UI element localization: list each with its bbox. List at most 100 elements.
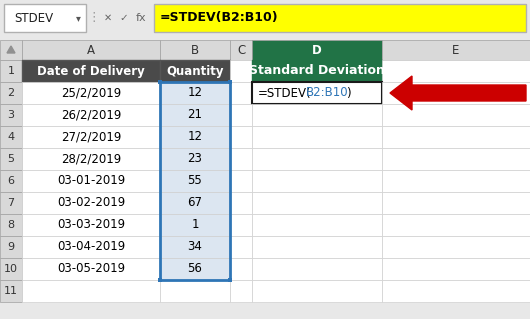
Bar [0,104,22,126]
Bar [230,104,252,126]
Text: 28/2/2019: 28/2/2019 [61,152,121,166]
Bar [0,236,22,258]
Bar [160,82,230,280]
Text: ⋮: ⋮ [88,11,100,25]
Text: 23: 23 [188,152,202,166]
Bar [160,236,230,258]
Bar [160,258,230,280]
Text: 4: 4 [7,132,14,142]
Text: ): ) [346,86,351,100]
Text: ✓: ✓ [120,13,128,23]
Bar [0,60,22,82]
Bar [22,258,160,280]
Text: B2:B10: B2:B10 [306,86,349,100]
Bar [382,236,530,258]
Bar [0,170,22,192]
Bar [228,278,232,282]
Bar [382,148,530,170]
Text: STDEV: STDEV [14,11,53,25]
Text: 03-05-2019: 03-05-2019 [57,263,125,276]
Bar [22,60,160,82]
Bar [0,126,22,148]
Text: 7: 7 [7,198,14,208]
Text: 2: 2 [7,88,14,98]
Bar [382,82,530,104]
Bar [252,236,382,258]
Text: C: C [237,43,245,56]
Bar [230,82,252,104]
Bar [230,258,252,280]
Bar [230,192,252,214]
Bar [382,170,530,192]
Text: 11: 11 [4,286,18,296]
Bar [4,4,86,32]
Text: 55: 55 [188,174,202,188]
Bar [22,192,160,214]
Text: 26/2/2019: 26/2/2019 [61,108,121,122]
Text: 25/2/2019: 25/2/2019 [61,86,121,100]
Bar [22,126,160,148]
Bar [230,170,252,192]
Bar [228,80,232,84]
Polygon shape [7,46,15,53]
Text: 03-04-2019: 03-04-2019 [57,241,125,254]
Bar [160,82,230,104]
Bar [0,280,22,302]
Text: 6: 6 [7,176,14,186]
Bar [22,104,160,126]
Bar [160,192,230,214]
Bar [230,126,252,148]
Text: =STDEV(B2:B10): =STDEV(B2:B10) [160,11,279,25]
Bar [230,280,252,302]
Bar [252,280,382,302]
Text: 67: 67 [188,197,202,210]
Text: 34: 34 [188,241,202,254]
Text: 3: 3 [7,110,14,120]
Bar [382,104,530,126]
Bar [0,0,530,36]
Text: 1: 1 [7,66,14,76]
Bar [22,40,160,60]
Text: B: B [191,43,199,56]
Text: 56: 56 [188,263,202,276]
Text: 8: 8 [7,220,14,230]
Bar [22,82,160,104]
Bar [160,104,230,126]
Bar [230,60,252,82]
Bar [160,40,230,60]
Bar [0,148,22,170]
Bar [22,280,160,302]
Bar [230,236,252,258]
Bar [382,192,530,214]
Bar [22,214,160,236]
Text: 12: 12 [188,86,202,100]
Bar [158,278,162,282]
Bar [0,258,22,280]
Text: 21: 21 [188,108,202,122]
Bar [160,214,230,236]
Bar [382,280,530,302]
Bar [252,126,382,148]
Bar [22,170,160,192]
Bar [382,40,530,60]
Bar [0,214,22,236]
Bar [154,4,526,32]
Bar [0,40,22,60]
Text: D: D [312,43,322,56]
Bar [252,192,382,214]
Bar [252,82,382,104]
Bar [252,60,382,82]
Text: E: E [452,43,460,56]
Bar [252,104,382,126]
Text: Quantity: Quantity [166,64,224,78]
Bar [252,148,382,170]
Text: fx: fx [136,13,146,23]
Text: A: A [87,43,95,56]
Bar [158,80,162,84]
Text: 1: 1 [191,219,199,232]
Text: 27/2/2019: 27/2/2019 [61,130,121,144]
Text: =STDEV(: =STDEV( [258,86,312,100]
Text: 12: 12 [188,130,202,144]
Text: 03-01-2019: 03-01-2019 [57,174,125,188]
Bar [382,258,530,280]
